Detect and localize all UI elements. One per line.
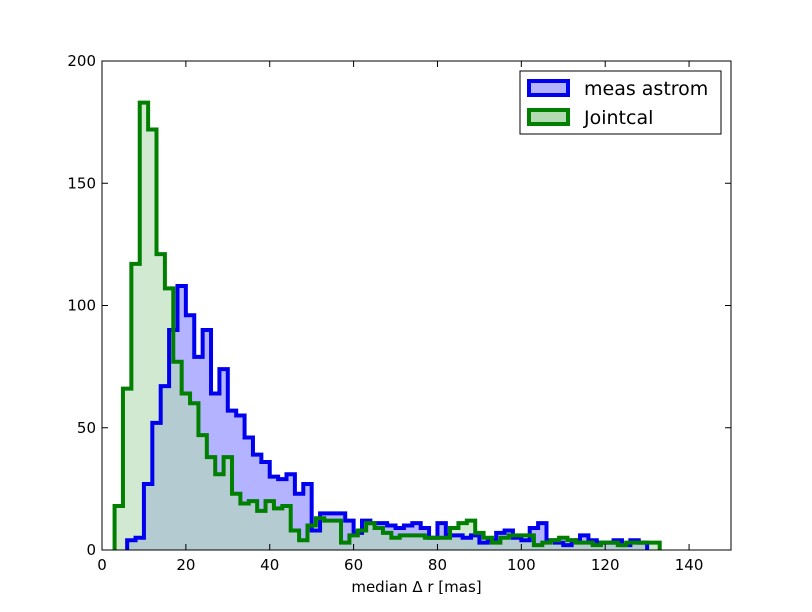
series-fill xyxy=(127,285,648,550)
series-step-line xyxy=(112,100,662,550)
legend-swatch xyxy=(527,79,570,97)
series-fill xyxy=(114,102,660,550)
legend-label: Jointcal xyxy=(583,107,653,129)
x-tick-label: 60 xyxy=(344,556,363,574)
y-tick-label: 100 xyxy=(67,297,96,315)
x-tick-label: 80 xyxy=(428,556,447,574)
series-meas-astrom xyxy=(127,285,648,550)
x-tick-label: 120 xyxy=(591,556,620,574)
y-tick-label: 0 xyxy=(86,541,96,559)
series-outline-meas-astrom xyxy=(125,283,650,550)
y-tick-label: 150 xyxy=(67,174,96,192)
legend-label: meas astrom xyxy=(584,78,708,100)
x-tick-label: 100 xyxy=(507,556,536,574)
plot-series xyxy=(112,100,662,550)
legend-swatch xyxy=(527,108,570,126)
x-axis-ticks: 0 20 40 60 80 100 120 140 xyxy=(97,61,703,574)
y-tick-label: 50 xyxy=(77,419,96,437)
x-tick-label: 20 xyxy=(176,556,195,574)
y-axis-ticks: 0 50 100 150 200 xyxy=(67,52,731,559)
series-outline-jointcal xyxy=(112,100,662,550)
series-step-line xyxy=(125,283,650,550)
y-tick-label: 200 xyxy=(67,52,96,70)
series-jointcal xyxy=(114,102,660,550)
x-tick-label: 140 xyxy=(675,556,704,574)
x-axis-label: median Δ r [mas] xyxy=(351,578,481,596)
x-tick-label: 0 xyxy=(97,556,107,574)
legend: meas astrom Jointcal xyxy=(519,70,722,135)
x-tick-label: 40 xyxy=(260,556,279,574)
